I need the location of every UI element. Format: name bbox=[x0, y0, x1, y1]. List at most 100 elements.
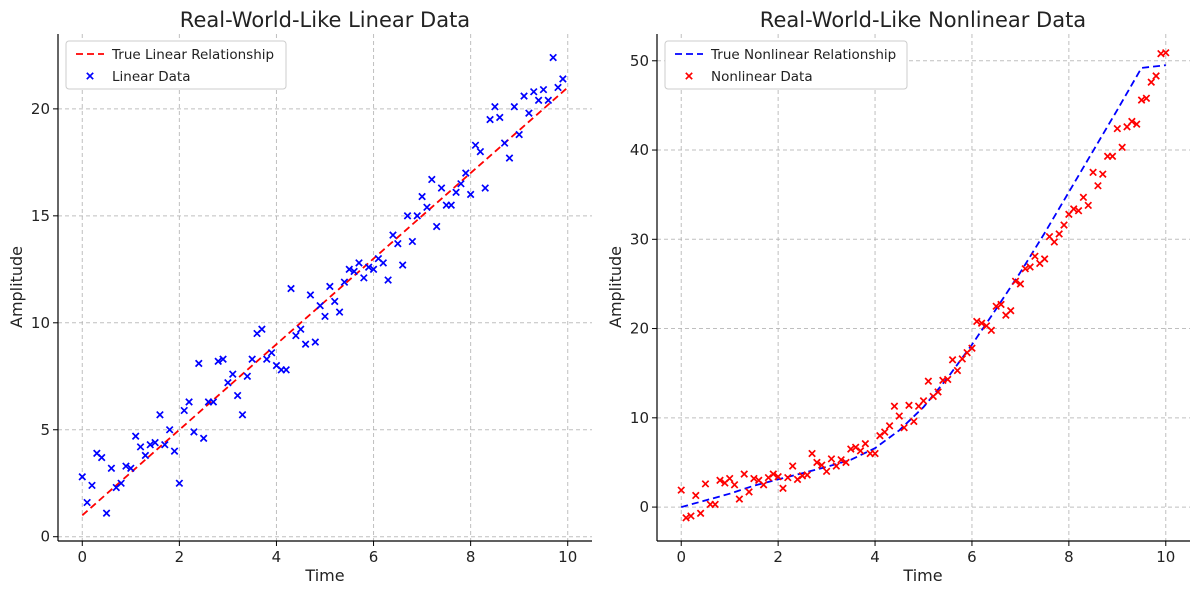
data-point bbox=[701, 480, 710, 488]
data-point bbox=[725, 474, 734, 483]
data-point bbox=[466, 190, 475, 199]
data-point bbox=[905, 401, 913, 410]
y-tick-label: 40 bbox=[630, 141, 649, 159]
data-point bbox=[335, 308, 344, 316]
data-point bbox=[311, 338, 320, 346]
data-point bbox=[510, 102, 519, 111]
y-tick-label: 20 bbox=[630, 320, 649, 338]
x-axis-label: Time bbox=[902, 566, 942, 585]
chart-title: Real-World-Like Nonlinear Data bbox=[760, 8, 1086, 32]
data-point bbox=[394, 239, 402, 248]
legend-label-line: True Linear Relationship bbox=[111, 47, 274, 63]
data-point bbox=[413, 212, 422, 220]
legend: True Linear Relationship Linear Data bbox=[65, 40, 287, 90]
data-point bbox=[1016, 280, 1025, 288]
x-tick-label: 6 bbox=[967, 548, 977, 566]
data-point bbox=[832, 462, 841, 470]
data-point bbox=[847, 445, 855, 453]
data-point bbox=[948, 355, 957, 364]
data-point bbox=[1006, 306, 1015, 315]
data-point bbox=[403, 212, 412, 220]
data-point bbox=[534, 96, 543, 105]
data-point bbox=[481, 184, 490, 192]
data-point bbox=[1074, 206, 1083, 215]
data-point bbox=[958, 355, 967, 363]
data-point bbox=[321, 312, 329, 321]
data-point bbox=[306, 291, 315, 299]
data-point bbox=[248, 355, 256, 363]
data-point bbox=[691, 491, 700, 500]
x-tick-label: 10 bbox=[1156, 548, 1175, 566]
data-point bbox=[1142, 94, 1151, 103]
data-point bbox=[364, 263, 373, 271]
data-point bbox=[1147, 78, 1156, 87]
data-point bbox=[452, 188, 460, 197]
data-point bbox=[369, 265, 378, 274]
data-point bbox=[199, 434, 208, 443]
data-point bbox=[880, 428, 889, 436]
data-point bbox=[992, 302, 1000, 311]
data-point bbox=[330, 297, 339, 306]
data-point bbox=[296, 325, 305, 334]
data-point bbox=[977, 319, 986, 328]
data-point bbox=[1118, 143, 1126, 152]
data-point bbox=[895, 412, 904, 420]
data-point bbox=[219, 355, 227, 363]
data-point bbox=[803, 471, 812, 479]
x-tick-label: 2 bbox=[773, 548, 783, 566]
data-point bbox=[180, 406, 189, 415]
data-point bbox=[934, 388, 942, 396]
data-point bbox=[972, 317, 981, 326]
y-tick-label: 20 bbox=[31, 100, 50, 118]
x-tick-label: 4 bbox=[272, 548, 282, 566]
data-point bbox=[360, 274, 368, 282]
data-point bbox=[559, 75, 567, 83]
data-point bbox=[262, 355, 271, 363]
data-point bbox=[418, 192, 426, 201]
true-relationship-line bbox=[81, 86, 569, 516]
data-point bbox=[500, 139, 509, 147]
data-point bbox=[1084, 201, 1093, 210]
data-point bbox=[759, 480, 768, 489]
data-point bbox=[687, 512, 695, 520]
data-point bbox=[549, 53, 557, 62]
data-point bbox=[476, 147, 485, 156]
legend-marker-swatch bbox=[685, 72, 693, 80]
chart-title: Real-World-Like Linear Data bbox=[180, 8, 470, 32]
data-point bbox=[316, 301, 324, 310]
data-point bbox=[301, 340, 310, 348]
data-point bbox=[764, 473, 773, 482]
data-point bbox=[1079, 193, 1088, 202]
y-tick-label: 10 bbox=[31, 314, 50, 332]
y-tick-label: 0 bbox=[40, 528, 50, 546]
nonlinear-data-panel: Real-World-Like Nonlinear Data Time Ampl… bbox=[606, 8, 1190, 585]
data-point bbox=[282, 366, 290, 374]
y-tick-label: 0 bbox=[639, 498, 649, 516]
data-point bbox=[716, 476, 724, 485]
data-point bbox=[822, 467, 831, 476]
data-point bbox=[525, 109, 533, 117]
data-point bbox=[750, 474, 758, 483]
data-point bbox=[682, 513, 690, 522]
scatter-series bbox=[78, 53, 567, 517]
data-point bbox=[730, 480, 739, 489]
data-point bbox=[515, 130, 523, 139]
legend-label-scatter: Linear Data bbox=[112, 69, 190, 85]
y-axis-label: Amplitude bbox=[606, 246, 625, 328]
data-point bbox=[287, 284, 295, 293]
data-point bbox=[486, 115, 494, 124]
data-point bbox=[214, 357, 223, 366]
data-point bbox=[919, 397, 928, 405]
data-point bbox=[1108, 152, 1117, 161]
data-point bbox=[827, 455, 836, 463]
data-point bbox=[1137, 96, 1146, 104]
data-point bbox=[817, 461, 826, 469]
data-point bbox=[808, 449, 816, 458]
data-point bbox=[292, 331, 300, 340]
data-point bbox=[788, 462, 797, 470]
data-point bbox=[1040, 255, 1049, 263]
data-point bbox=[447, 201, 456, 209]
data-point bbox=[1161, 48, 1170, 57]
data-point bbox=[432, 222, 441, 231]
data-point bbox=[924, 377, 933, 386]
